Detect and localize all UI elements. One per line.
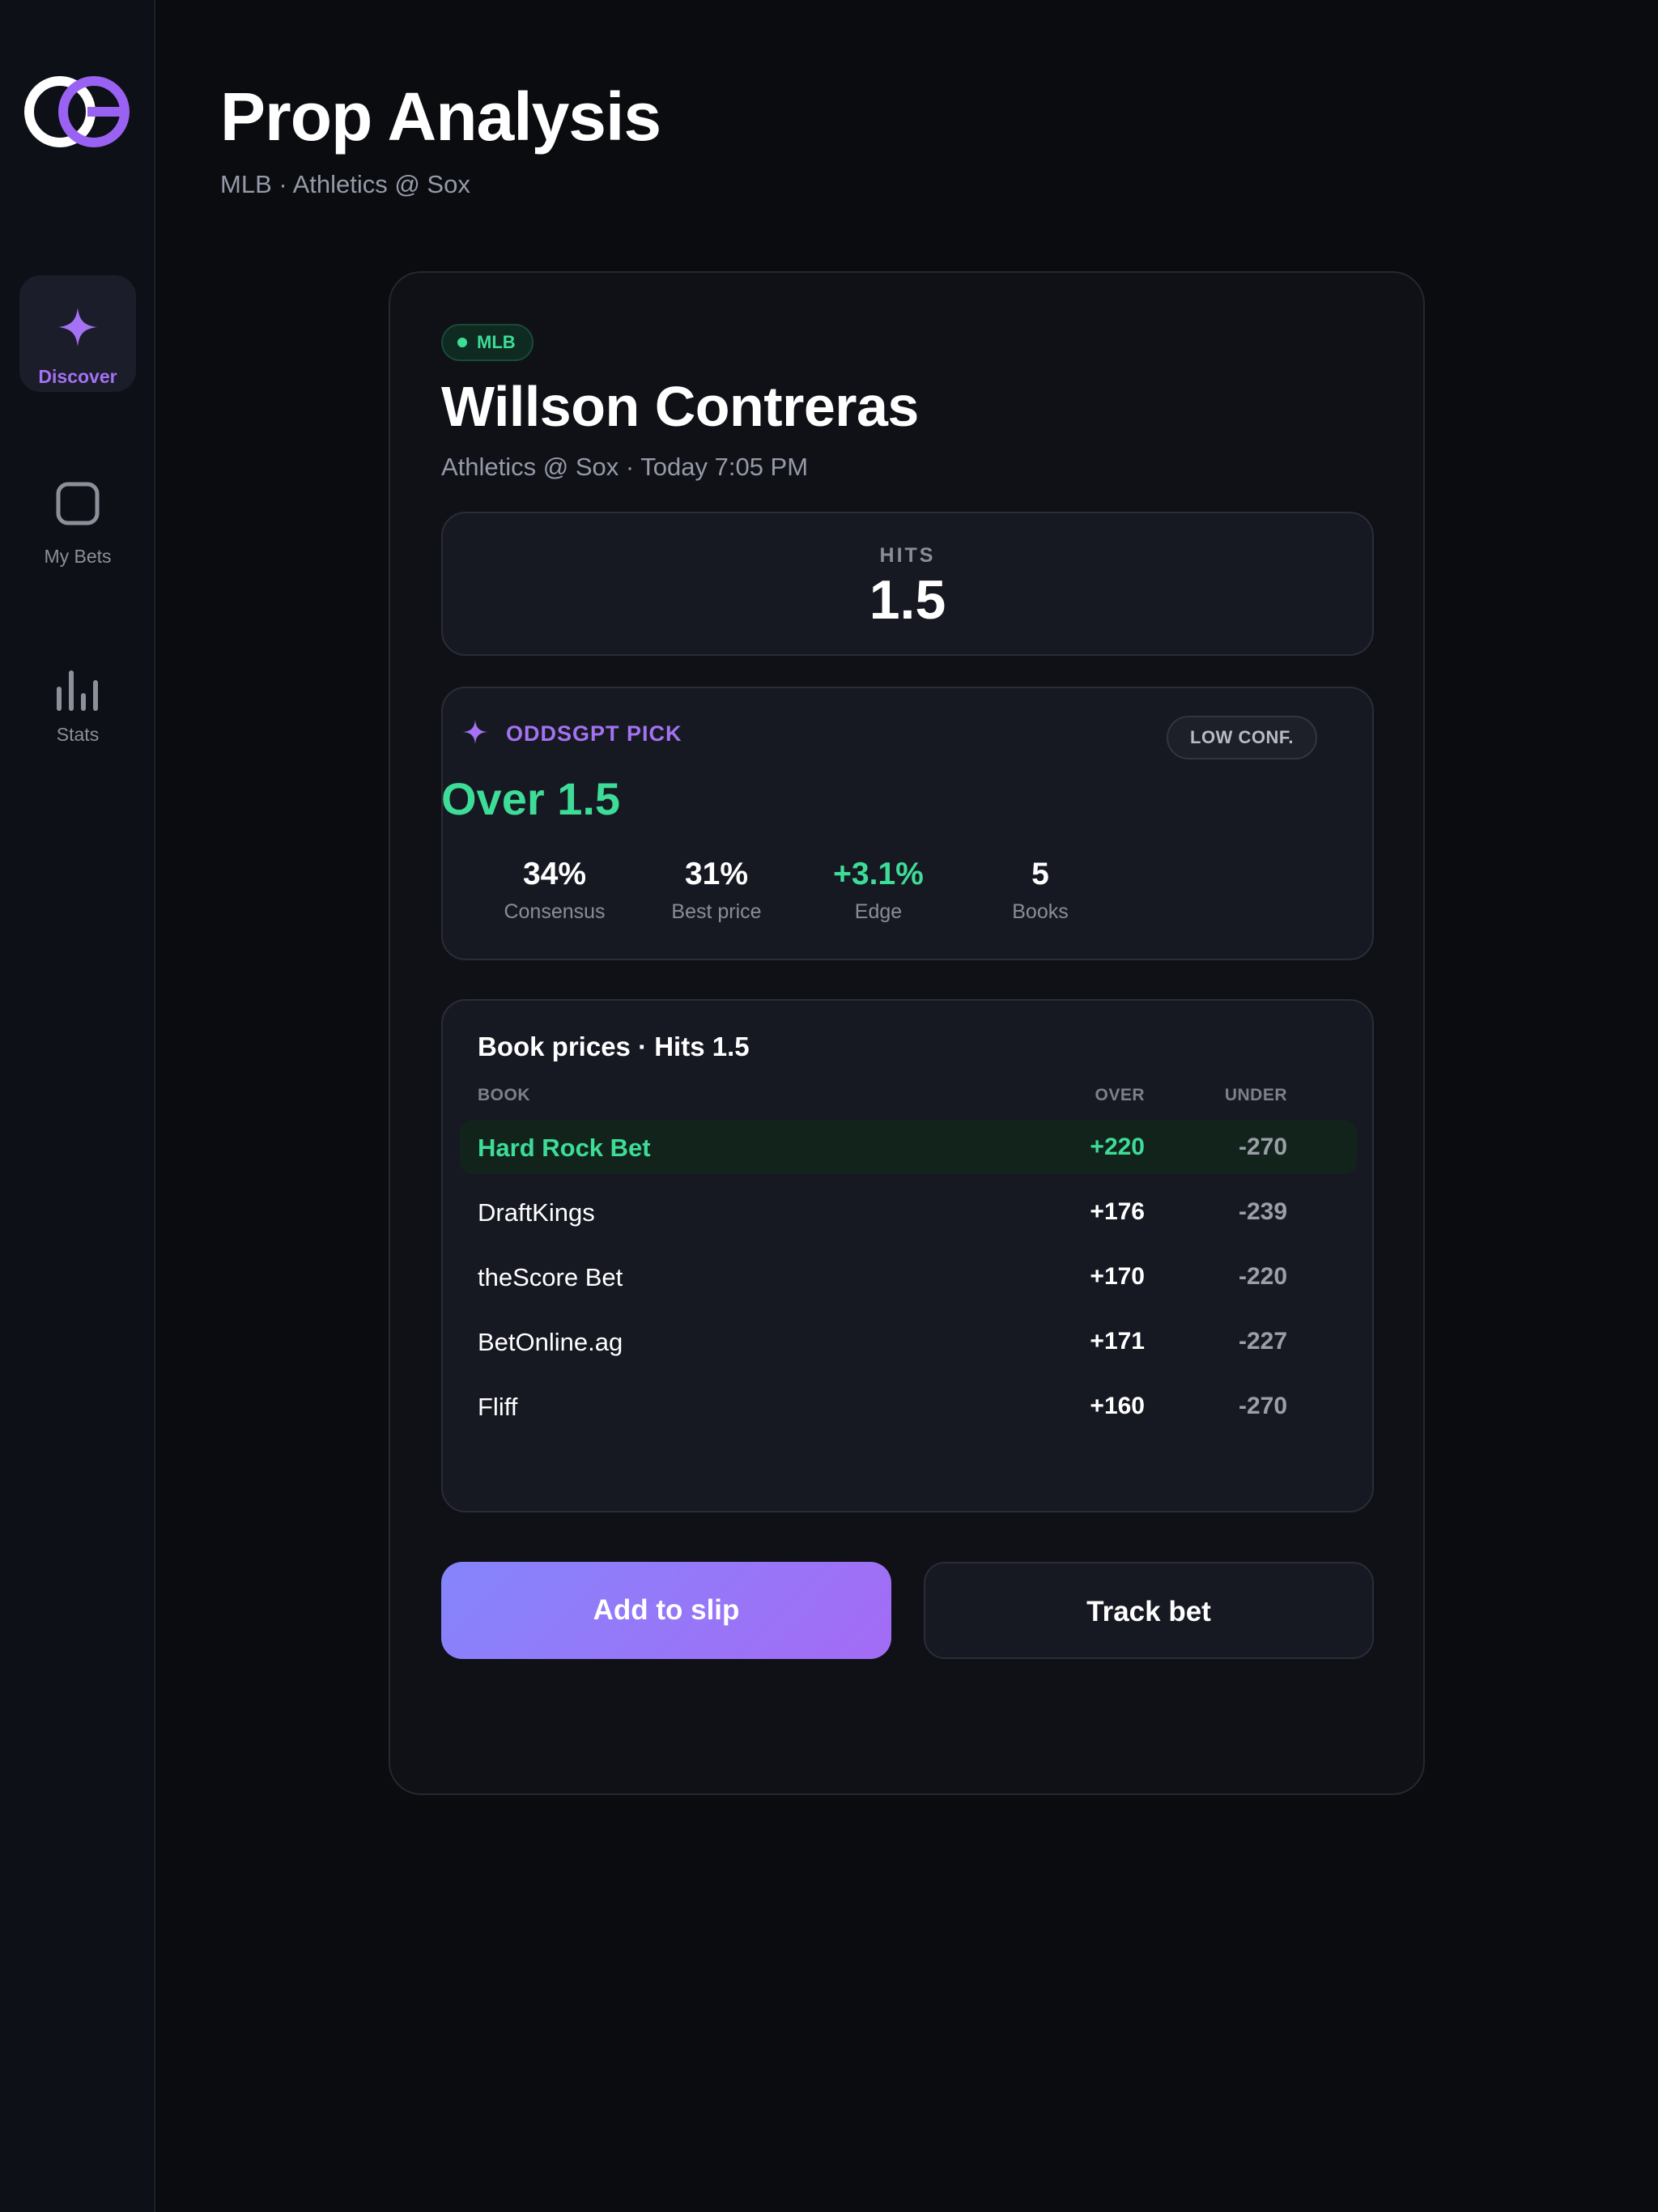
confidence-badge: LOW CONF. <box>1167 716 1317 759</box>
stat-consensus: 34% Consensus <box>474 857 636 924</box>
book-name: BetOnline.ag <box>478 1328 623 1356</box>
book-prices-panel: Book prices · Hits 1.5 BOOK OVER UNDER H… <box>441 999 1374 1512</box>
over-price: +220 <box>1090 1134 1145 1160</box>
sport-badge-label: MLB <box>477 332 516 352</box>
stat-books: 5 Books <box>959 857 1121 924</box>
table-row[interactable]: Fliff +160 -270 <box>460 1380 1357 1433</box>
add-to-slip-button[interactable]: Add to slip <box>441 1562 891 1659</box>
stat-label: Best price <box>671 900 762 923</box>
under-price: -239 <box>1238 1198 1287 1225</box>
sidebar-item-label: My Bets <box>44 546 112 567</box>
book-name: Hard Rock Bet <box>478 1134 651 1162</box>
stat-label: Books <box>1012 900 1069 923</box>
under-price: -270 <box>1238 1134 1287 1160</box>
stat-edge: +3.1% Edge <box>797 857 959 924</box>
column-header-over: OVER <box>1095 1086 1145 1104</box>
under-price: -220 <box>1238 1263 1287 1290</box>
player-name: Willson Contreras <box>441 375 919 438</box>
book-name: DraftKings <box>478 1198 595 1227</box>
column-header-under: UNDER <box>1224 1086 1287 1104</box>
matchup-info: Athletics @ Sox · Today 7:05 PM <box>441 453 809 481</box>
page-title: Prop Analysis <box>220 79 661 155</box>
stat-value: 34% <box>522 857 587 891</box>
sidebar-item-label: Stats <box>56 724 100 745</box>
over-price: +160 <box>1090 1393 1145 1419</box>
over-price: +170 <box>1090 1263 1145 1290</box>
prop-card: MLB Willson Contreras Athletics @ Sox · … <box>389 271 1425 1795</box>
sport-badge: MLB <box>441 324 534 361</box>
over-price: +176 <box>1090 1198 1145 1225</box>
sparkle-icon <box>58 308 97 347</box>
table-row[interactable]: DraftKings +176 -239 <box>460 1185 1357 1239</box>
stat-value: +3.1% <box>833 857 924 891</box>
sidebar-item-stats[interactable]: Stats <box>19 635 136 751</box>
book-prices-title: Book prices · Hits 1.5 <box>478 1032 750 1061</box>
prop-line-panel: HITS 1.5 <box>441 512 1374 656</box>
status-dot-icon <box>457 338 467 347</box>
stat-label: Consensus <box>504 900 606 923</box>
under-price: -227 <box>1238 1328 1287 1355</box>
over-price: +171 <box>1090 1328 1145 1355</box>
pick-value: Over 1.5 <box>441 773 621 824</box>
table-row[interactable]: theScore Bet +170 -220 <box>460 1250 1357 1304</box>
track-bet-button[interactable]: Track bet <box>924 1562 1374 1659</box>
sidebar-item-label: Discover <box>38 366 117 387</box>
pick-panel: ODDSGPT PICK LOW CONF. Over 1.5 34% Cons… <box>441 687 1374 960</box>
table-row[interactable]: BetOnline.ag +171 -227 <box>460 1315 1357 1368</box>
bar-chart-icon <box>57 670 98 711</box>
page-subtitle: MLB · Athletics @ Sox <box>220 170 470 198</box>
prop-line-value: 1.5 <box>869 569 946 631</box>
column-header-book: BOOK <box>478 1086 530 1104</box>
pick-label: ODDSGPT PICK <box>506 721 682 746</box>
sparkle-icon <box>463 720 487 744</box>
square-icon <box>56 482 100 525</box>
sidebar: Discover My Bets Stats <box>0 0 155 2212</box>
table-row[interactable]: Hard Rock Bet +220 -270 <box>460 1121 1357 1174</box>
prop-market-label: HITS <box>879 544 936 567</box>
under-price: -270 <box>1238 1393 1287 1419</box>
sidebar-item-my-bets[interactable]: My Bets <box>19 457 136 573</box>
stat-label: Edge <box>854 900 903 923</box>
app-logo-icon[interactable] <box>24 73 131 151</box>
book-name: Fliff <box>478 1393 518 1421</box>
book-name: theScore Bet <box>478 1263 623 1291</box>
stat-value: 31% <box>684 857 749 891</box>
sidebar-item-discover[interactable]: Discover <box>19 275 136 392</box>
stat-best-price: 31% Best price <box>636 857 797 924</box>
stat-value: 5 <box>1031 857 1049 891</box>
